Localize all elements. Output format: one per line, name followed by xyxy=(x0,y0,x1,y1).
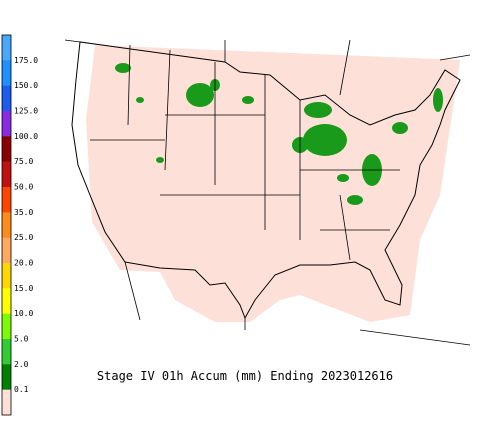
legend-label: 125.0 xyxy=(14,107,38,116)
legend-swatch xyxy=(2,237,11,264)
legend-label: 175.0 xyxy=(14,56,38,65)
legend-swatch xyxy=(2,339,11,365)
legend-swatch xyxy=(2,60,11,87)
legend-swatch xyxy=(2,364,11,391)
us-outline xyxy=(71,41,461,320)
legend-label: 35.0 xyxy=(14,208,33,217)
state-lines xyxy=(90,44,400,261)
legend-label: 25.0 xyxy=(14,233,33,242)
legend-swatch xyxy=(2,161,11,188)
legend-label: 75.0 xyxy=(14,157,33,166)
legend-swatch xyxy=(2,35,11,61)
legend-label: 0.1 xyxy=(14,385,29,394)
legend: 175.0 150.0 125.0 100.0 75.0 50.0 35.0 25.0 20.0… xyxy=(1,34,38,416)
legend-label: 10.0 xyxy=(14,309,33,318)
legend-swatch xyxy=(2,187,11,213)
legend-border xyxy=(1,34,12,416)
legend-label: 150.0 xyxy=(14,81,38,90)
coverage-area xyxy=(86,45,460,322)
legend-swatch xyxy=(2,313,11,340)
caption: Stage IV 01h Accum (mm) Ending 202301261… xyxy=(97,369,393,383)
legend-swatch xyxy=(2,288,11,315)
legend-label: 2.0 xyxy=(14,360,29,369)
legend-label: 20.0 xyxy=(14,259,33,268)
legend-swatch xyxy=(2,263,11,289)
legend-swatch xyxy=(2,212,11,239)
legend-label: 5.0 xyxy=(14,335,29,344)
legend-label: 100.0 xyxy=(14,132,38,141)
legend-label: 15.0 xyxy=(14,284,33,293)
legend-swatch xyxy=(2,111,11,137)
canada-mexico-lines xyxy=(64,39,471,346)
legend-swatch xyxy=(2,85,11,112)
legend-swatch xyxy=(2,389,11,416)
legend-label: 50.0 xyxy=(14,183,33,192)
legend-swatch xyxy=(2,136,11,163)
